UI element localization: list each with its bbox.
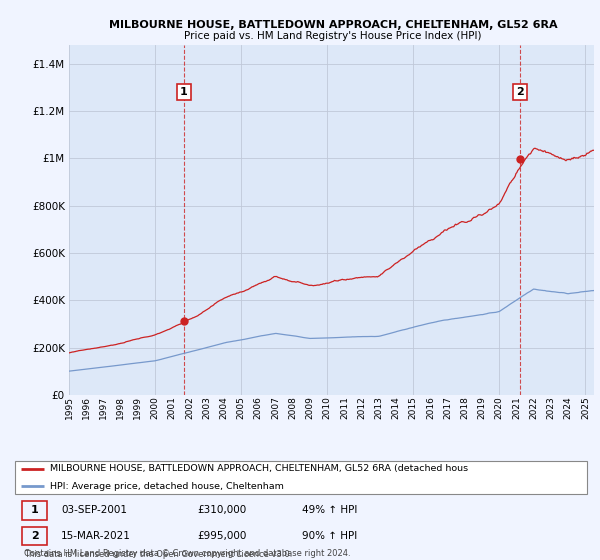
Text: 2018: 2018	[460, 396, 469, 419]
Text: 2009: 2009	[305, 396, 314, 419]
Text: £995,000: £995,000	[197, 531, 247, 541]
Text: 2023: 2023	[547, 396, 556, 419]
Text: 2004: 2004	[220, 396, 229, 419]
Text: 2011: 2011	[340, 396, 349, 419]
Text: 15-MAR-2021: 15-MAR-2021	[61, 531, 131, 541]
Text: MILBOURNE HOUSE, BATTLEDOWN APPROACH, CHELTENHAM, GL52 6RA (detached hous: MILBOURNE HOUSE, BATTLEDOWN APPROACH, CH…	[50, 464, 468, 473]
Text: 2000: 2000	[151, 396, 160, 419]
Text: This data is licensed under the Open Government Licence v3.0.: This data is licensed under the Open Gov…	[23, 550, 292, 559]
Text: 49% ↑ HPI: 49% ↑ HPI	[302, 506, 357, 516]
Text: 2021: 2021	[512, 396, 521, 419]
Text: 2003: 2003	[202, 396, 211, 419]
Text: 1996: 1996	[82, 396, 91, 419]
Text: MILBOURNE HOUSE, BATTLEDOWN APPROACH, CHELTENHAM, GL52 6RA: MILBOURNE HOUSE, BATTLEDOWN APPROACH, CH…	[109, 20, 557, 30]
Text: 2008: 2008	[288, 396, 297, 419]
Text: 2005: 2005	[236, 396, 245, 419]
Text: £310,000: £310,000	[197, 506, 247, 516]
Text: 1997: 1997	[99, 396, 108, 419]
Text: 2013: 2013	[374, 396, 383, 419]
Text: 2001: 2001	[168, 396, 177, 419]
Text: HPI: Average price, detached house, Cheltenham: HPI: Average price, detached house, Chel…	[50, 482, 284, 491]
Text: 2015: 2015	[409, 396, 418, 419]
Text: 03-SEP-2001: 03-SEP-2001	[61, 506, 127, 516]
Text: 2010: 2010	[323, 396, 332, 419]
Text: Price paid vs. HM Land Registry's House Price Index (HPI): Price paid vs. HM Land Registry's House …	[184, 31, 482, 41]
Text: 2024: 2024	[563, 396, 572, 419]
FancyBboxPatch shape	[15, 461, 587, 494]
Text: 2: 2	[31, 531, 38, 541]
Text: 2025: 2025	[581, 396, 590, 419]
Text: 1995: 1995	[65, 396, 74, 419]
Text: 1: 1	[31, 506, 38, 516]
Text: 2019: 2019	[478, 396, 487, 419]
Text: 2: 2	[516, 87, 524, 97]
Text: 2014: 2014	[392, 396, 401, 419]
Text: 2016: 2016	[426, 396, 435, 419]
Text: 2006: 2006	[254, 396, 263, 419]
Text: 2020: 2020	[495, 396, 504, 419]
Text: 1998: 1998	[116, 396, 125, 419]
Text: Contains HM Land Registry data © Crown copyright and database right 2024.: Contains HM Land Registry data © Crown c…	[23, 549, 350, 558]
Text: 1: 1	[180, 87, 188, 97]
Text: 2012: 2012	[357, 396, 366, 419]
Text: 1999: 1999	[133, 396, 142, 419]
Text: 2002: 2002	[185, 396, 194, 419]
Text: 2022: 2022	[529, 396, 538, 419]
Text: 2017: 2017	[443, 396, 452, 419]
Text: 2007: 2007	[271, 396, 280, 419]
Text: 90% ↑ HPI: 90% ↑ HPI	[302, 531, 357, 541]
